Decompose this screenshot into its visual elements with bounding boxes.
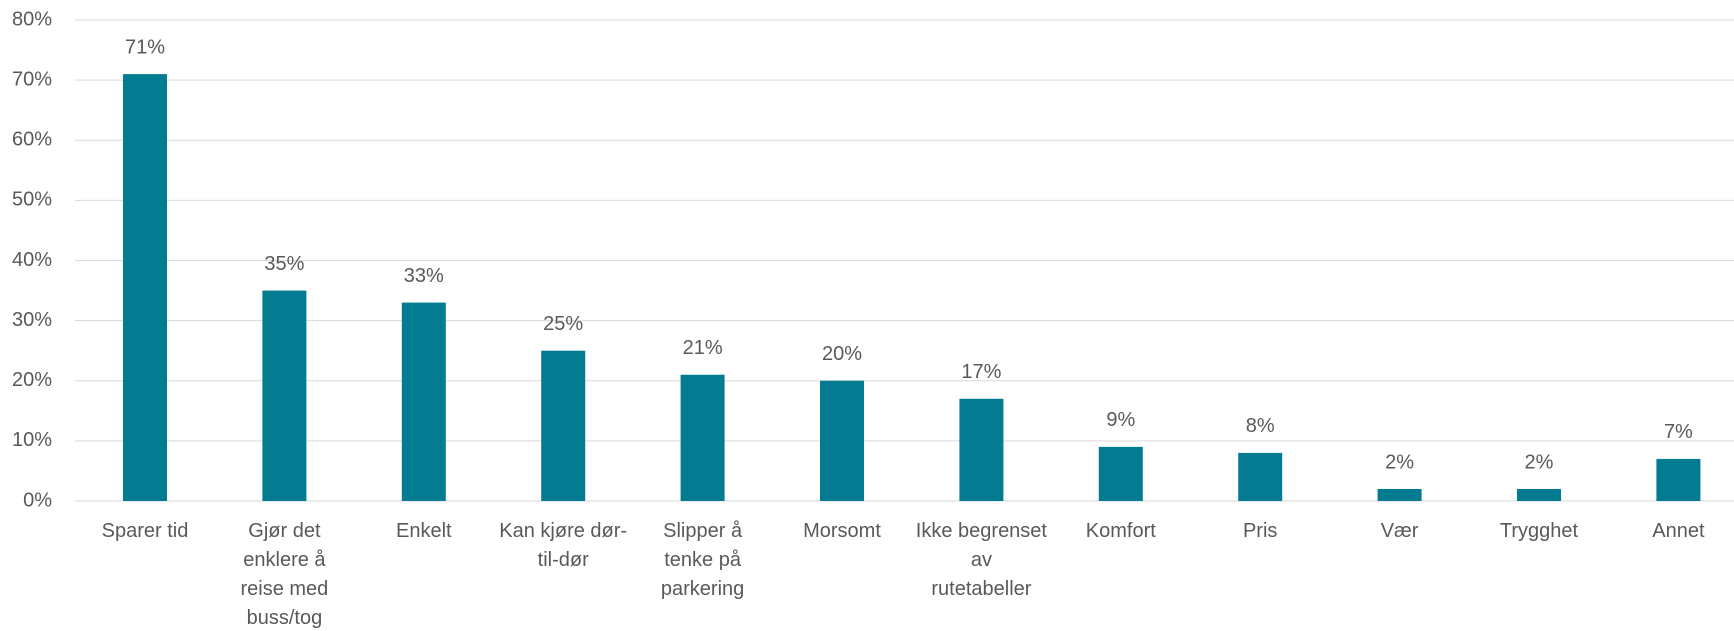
x-tick-label: Vær xyxy=(1381,520,1419,542)
data-label: 2% xyxy=(1525,451,1554,473)
y-tick-label: 30% xyxy=(12,309,52,331)
bar xyxy=(820,380,864,501)
y-tick-label: 70% xyxy=(12,68,52,90)
x-tick-label: Slipper å tenke på parkering xyxy=(661,520,744,600)
data-label: 71% xyxy=(125,36,165,58)
x-tick-label: Pris xyxy=(1243,520,1277,542)
x-tick-label: Gjør det enklere å reise med buss/tog xyxy=(240,520,328,629)
bar xyxy=(1517,488,1561,501)
bar xyxy=(680,374,725,501)
bar xyxy=(959,398,1004,501)
y-tick-label: 20% xyxy=(12,369,52,391)
y-tick-label: 10% xyxy=(12,429,52,451)
data-label: 35% xyxy=(264,253,304,275)
x-tick-label: Sparer tid xyxy=(102,520,189,542)
x-tick-label: Enkelt xyxy=(396,520,452,542)
x-tick-label: Annet xyxy=(1652,520,1705,542)
x-tick-label: Kan kjøre dør-til-dør xyxy=(499,520,627,571)
y-tick-label: 50% xyxy=(12,189,52,211)
y-tick-label: 40% xyxy=(12,249,52,271)
data-label: 9% xyxy=(1106,409,1135,431)
y-tick-label: 60% xyxy=(12,129,52,151)
data-label: 2% xyxy=(1385,451,1414,473)
bar xyxy=(401,302,446,501)
data-label: 17% xyxy=(961,361,1001,383)
bar xyxy=(1656,458,1701,501)
data-label: 20% xyxy=(822,343,862,365)
data-label: 8% xyxy=(1246,415,1275,437)
bar xyxy=(123,74,167,502)
data-label: 33% xyxy=(404,265,444,287)
data-label: 21% xyxy=(683,337,723,359)
y-tick-label: 0% xyxy=(23,489,52,511)
x-tick-label: Ikke begrenset av rutetabeller xyxy=(916,520,1048,600)
data-label: 25% xyxy=(543,313,583,335)
bar xyxy=(262,290,307,501)
x-tick-label: Morsomt xyxy=(803,520,881,542)
data-label: 7% xyxy=(1664,421,1693,443)
bar xyxy=(541,350,586,501)
bar xyxy=(1098,446,1143,501)
x-tick-label: Trygghet xyxy=(1500,520,1579,542)
x-tick-label: Komfort xyxy=(1086,520,1156,542)
bar xyxy=(1238,452,1283,501)
bar xyxy=(1377,488,1422,501)
y-tick-label: 80% xyxy=(12,8,52,30)
